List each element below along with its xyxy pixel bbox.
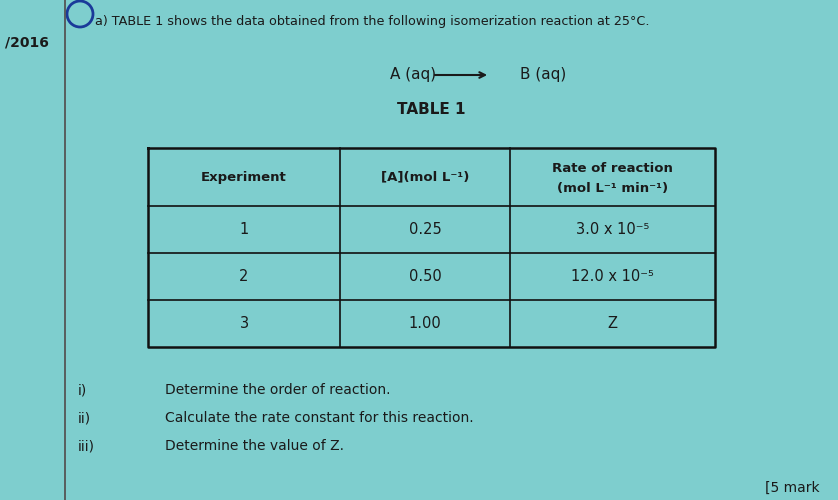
Text: Z: Z <box>608 316 618 331</box>
Text: (mol L⁻¹ min⁻¹): (mol L⁻¹ min⁻¹) <box>557 182 668 195</box>
Text: iii): iii) <box>78 439 95 453</box>
Text: /2016: /2016 <box>5 35 49 49</box>
Text: TABLE 1: TABLE 1 <box>397 102 466 118</box>
Text: ii): ii) <box>78 411 91 425</box>
Text: [A](mol L⁻¹): [A](mol L⁻¹) <box>380 170 469 183</box>
Text: A (aq): A (aq) <box>390 68 436 82</box>
Text: Experiment: Experiment <box>201 170 287 183</box>
Text: a) TABLE 1 shows the data obtained from the following isomerization reaction at : a) TABLE 1 shows the data obtained from … <box>95 15 649 28</box>
Text: 3.0 x 10⁻⁵: 3.0 x 10⁻⁵ <box>576 222 649 237</box>
Text: 1: 1 <box>240 222 249 237</box>
Text: Rate of reaction: Rate of reaction <box>552 162 673 175</box>
Text: 1.00: 1.00 <box>409 316 442 331</box>
Text: [5 mark: [5 mark <box>765 481 820 495</box>
Text: 2: 2 <box>240 269 249 284</box>
Text: Calculate the rate constant for this reaction.: Calculate the rate constant for this rea… <box>165 411 473 425</box>
Text: 0.50: 0.50 <box>409 269 442 284</box>
Text: i): i) <box>78 383 87 397</box>
Text: 12.0 x 10⁻⁵: 12.0 x 10⁻⁵ <box>571 269 654 284</box>
Text: B (aq): B (aq) <box>520 68 566 82</box>
Text: Determine the order of reaction.: Determine the order of reaction. <box>165 383 391 397</box>
Text: Determine the value of Z.: Determine the value of Z. <box>165 439 344 453</box>
Text: 0.25: 0.25 <box>409 222 442 237</box>
Text: 3: 3 <box>240 316 249 331</box>
